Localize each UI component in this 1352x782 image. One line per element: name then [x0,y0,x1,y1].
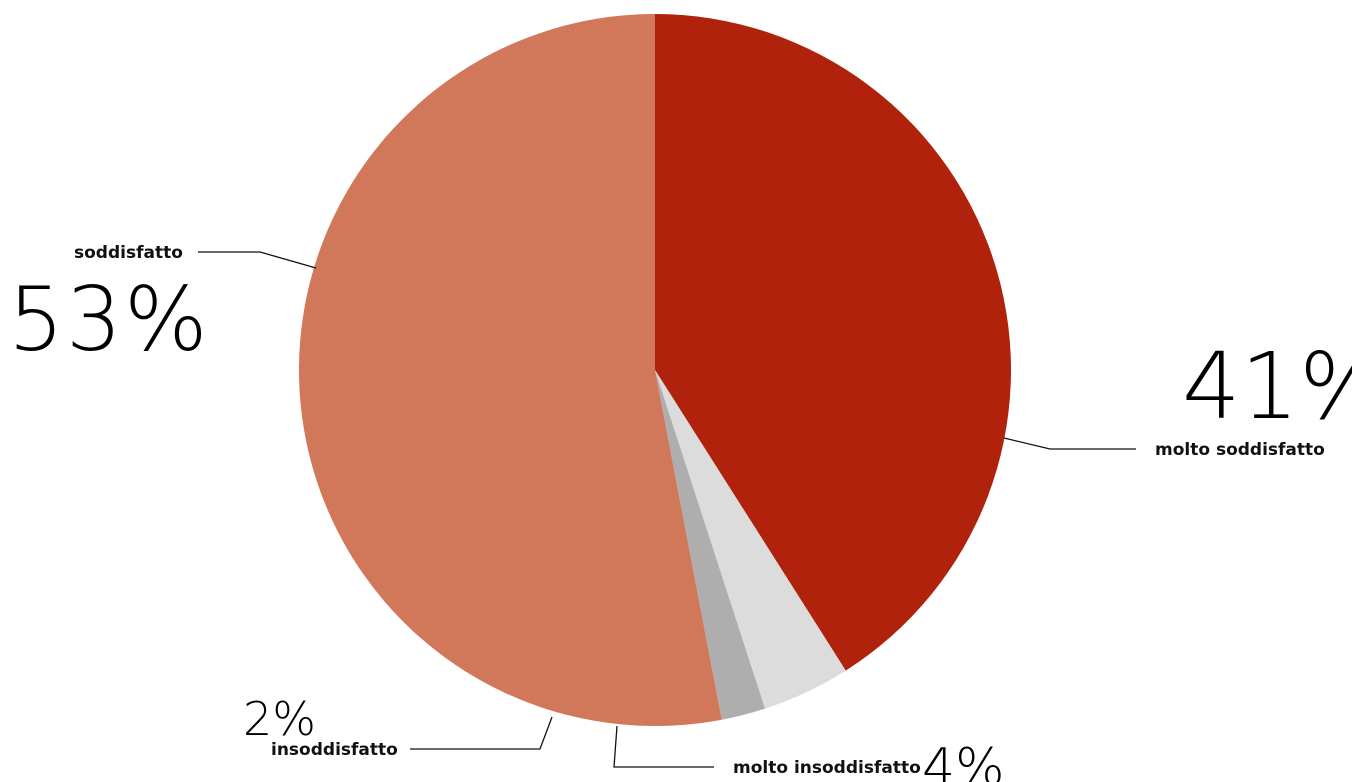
slice-value-soddisfatto: 53% [8,268,210,371]
slice-value-molto-soddisfatto: 41% [1182,333,1352,440]
slice-value-insoddisfatto: 2% [243,692,316,746]
slice-value-molto-insoddisfatto: 4% [922,738,1005,782]
leader-line-insoddisfatto [410,716,553,750]
slice-label-insoddisfatto: insoddisfatto [271,740,398,760]
leader-line-soddisfatto [198,251,317,269]
slice-label-soddisfatto: soddisfatto [74,243,183,263]
leader-line-molto-soddisfatto [1003,437,1136,450]
slice-label-molto-insoddisfatto: molto insoddisfatto [733,758,921,778]
annotation-insoddisfatto: insoddisfatto 2% [243,692,553,760]
annotation-soddisfatto: soddisfatto 53% [8,243,317,371]
pie-slice-molto-insoddisfatto [655,370,846,709]
annotation-molto-soddisfatto: molto soddisfatto 41% [1003,333,1352,460]
pie-slice-soddisfatto [298,14,722,726]
annotation-molto-insoddisfatto: molto insoddisfatto 4% [613,725,1005,782]
pie-slice-insoddisfatto [655,370,766,720]
leader-line-molto-insoddisfatto [613,725,714,768]
pie-slices [298,14,1011,726]
slice-label-molto-soddisfatto: molto soddisfatto [1155,440,1325,460]
pie-slice-molto-soddisfatto [655,14,1011,671]
